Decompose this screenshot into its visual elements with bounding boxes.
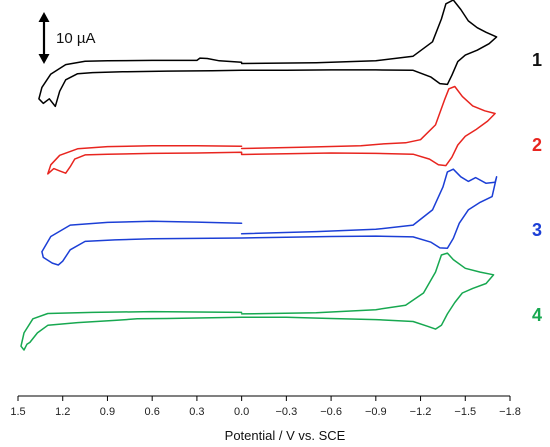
x-tick-label: 0.6: [145, 406, 160, 418]
cv-trace-3: [41, 168, 498, 266]
series-label-1: 1: [532, 50, 542, 70]
x-tick-label: −1.8: [499, 406, 521, 418]
scale-bar-arrow-up-icon: [38, 12, 50, 22]
cv-trace-1: [38, 0, 498, 108]
series-label-3: 3: [532, 220, 542, 240]
cv-trace-4: [20, 252, 495, 351]
scale-bar-label: 10 µA: [56, 30, 96, 47]
series-labels: 1 2 3 4: [532, 50, 542, 325]
x-tick-label: −0.9: [365, 406, 387, 418]
series-label-4: 4: [532, 305, 542, 325]
x-tick-label: −0.6: [320, 406, 342, 418]
x-tick-label: 0.9: [100, 406, 115, 418]
x-tick-label: −1.5: [454, 406, 476, 418]
scale-bar: 10 µA: [38, 12, 96, 64]
x-tick-label: 1.2: [55, 406, 70, 418]
x-tick-label: 0.3: [189, 406, 204, 418]
x-tick-label: −1.2: [410, 406, 432, 418]
x-tick-label: 1.5: [10, 406, 25, 418]
x-tick-label: −0.3: [276, 406, 298, 418]
series-label-2: 2: [532, 135, 542, 155]
traces: [20, 0, 498, 351]
scale-bar-arrow-down-icon: [38, 54, 50, 64]
x-tick-label: 0.0: [234, 406, 249, 418]
x-axis: 1.5 1.2 0.9 0.6 0.3 0.0 −0.3 −0.6 −0.9 −1.2 −1.5 −1…: [10, 395, 521, 418]
cv-trace-2: [47, 85, 496, 175]
x-axis-title: Potential / V vs. SCE: [225, 428, 346, 443]
